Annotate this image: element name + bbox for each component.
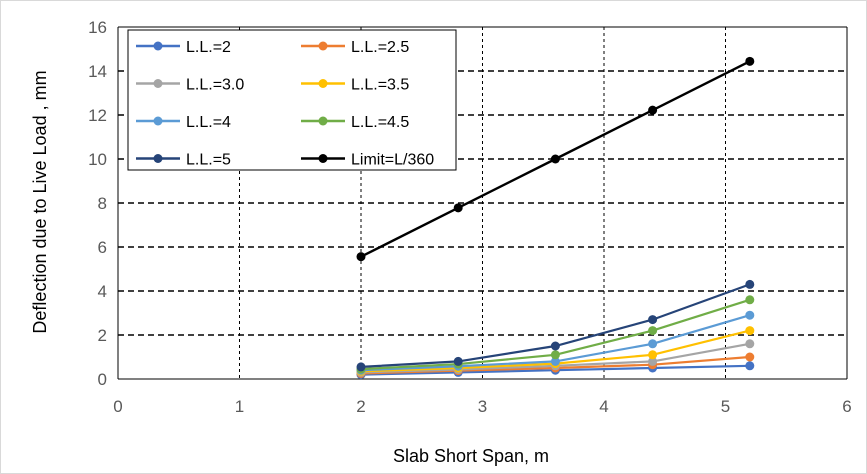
data-point [745, 295, 755, 305]
legend-item: Limit=L/360 [301, 152, 434, 169]
legend-item: L.L.=5 [136, 152, 231, 169]
legend-label: L.L.=4.5 [351, 114, 409, 131]
legend-label: L.L.=4 [186, 114, 231, 131]
data-point [745, 279, 755, 289]
legend-swatch-marker [153, 41, 163, 51]
legend: L.L.=2 L.L.=2.5 L.L.=3.0 L.L.=3.5 L.L.=4 L.L.… [127, 29, 457, 171]
data-point [550, 154, 560, 164]
data-point [648, 339, 658, 349]
data-point [648, 356, 658, 366]
legend-item: L.L.=4.5 [301, 114, 409, 131]
data-point [550, 350, 560, 360]
legend-swatch-marker [318, 79, 328, 88]
x-tick-label: 1 [235, 397, 244, 416]
y-tick-label: 10 [88, 150, 107, 169]
x-tick-label: 4 [599, 397, 608, 416]
legend-label: L.L.=3.0 [186, 77, 244, 94]
data-point [453, 356, 463, 366]
data-point [356, 362, 366, 372]
x-tick-label: 6 [842, 397, 851, 416]
y-tick-label: 4 [98, 282, 107, 301]
x-tick-label: 2 [356, 397, 365, 416]
series-layer [356, 56, 755, 380]
data-point [745, 361, 755, 371]
data-point [648, 105, 658, 115]
x-tick-label: 5 [721, 397, 730, 416]
data-point [745, 56, 755, 66]
series-L.L.=5 [356, 279, 755, 372]
data-point [550, 341, 560, 351]
x-tick-labels: 0 1 2 3 4 5 6 [113, 397, 851, 416]
data-point [648, 315, 658, 325]
y-tick-labels: 0 2 4 6 8 10 12 14 16 [88, 18, 107, 389]
legend-swatch-marker [318, 116, 328, 126]
y-axis-title: Deflection due to Live Load , mm [30, 70, 50, 333]
data-point [745, 352, 755, 362]
data-point [648, 350, 658, 360]
legend-item: L.L.=3.0 [136, 77, 244, 94]
axes [117, 27, 847, 380]
x-axis-title: Slab Short Span, m [393, 446, 549, 466]
y-tick-label: 2 [98, 326, 107, 345]
legend-label: L.L.=5 [186, 152, 231, 169]
legend-label: Limit=L/360 [351, 152, 434, 169]
data-point [745, 310, 755, 320]
legend-label: L.L.=3.5 [351, 77, 409, 94]
legend-swatch-marker [318, 41, 328, 51]
data-point [356, 252, 366, 262]
legend-box [127, 29, 457, 171]
legend-label: L.L.=2 [186, 39, 231, 56]
x-tick-label: 0 [113, 397, 122, 416]
legend-swatch-marker [318, 154, 328, 163]
data-point [453, 203, 463, 213]
y-tick-label: 16 [88, 18, 107, 37]
legend-item: L.L.=2.5 [301, 39, 409, 56]
y-tick-label: 0 [98, 370, 107, 389]
data-point [745, 339, 755, 349]
y-tick-label: 8 [98, 194, 107, 213]
y-tick-label: 6 [98, 238, 107, 257]
legend-swatch-marker [153, 116, 163, 126]
data-point [550, 356, 560, 366]
legend-label: L.L.=2.5 [351, 39, 409, 56]
legend-swatch-marker [153, 154, 163, 163]
y-tick-label: 12 [88, 106, 107, 125]
series-Limit=L/360 [356, 56, 755, 262]
legend-item: L.L.=4 [136, 114, 231, 131]
data-point [648, 326, 658, 336]
x-tick-label: 3 [478, 397, 487, 416]
legend-item: L.L.=2 [136, 39, 231, 56]
y-tick-label: 14 [88, 62, 107, 81]
legend-item: L.L.=3.5 [301, 77, 409, 94]
legend-swatch-marker [153, 79, 163, 88]
data-point [745, 326, 755, 336]
